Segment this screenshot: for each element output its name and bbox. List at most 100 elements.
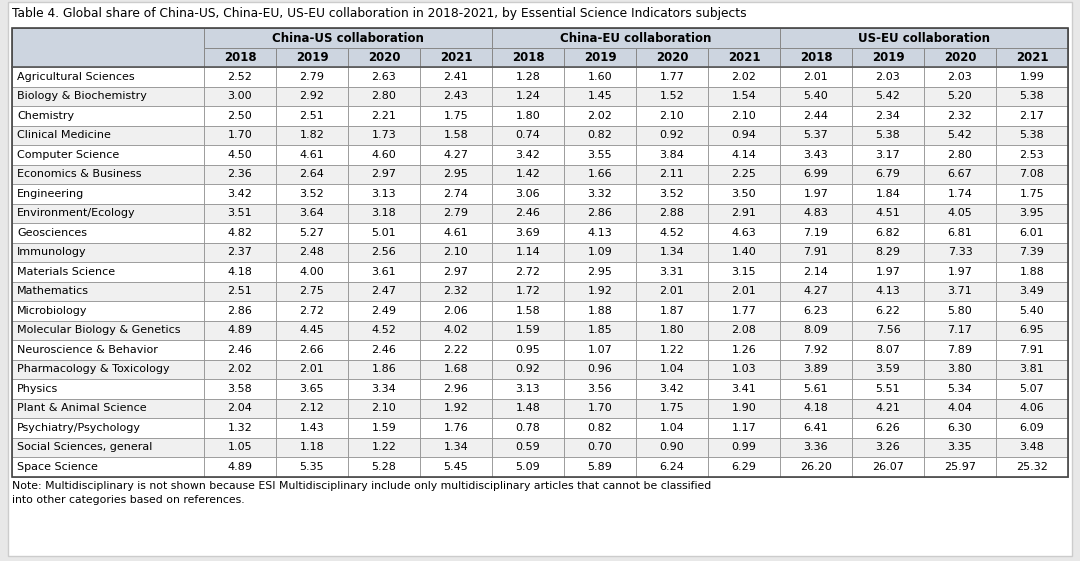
Bar — [204, 223, 276, 242]
Text: 3.42: 3.42 — [515, 150, 540, 160]
Text: 1.86: 1.86 — [372, 364, 396, 374]
Bar — [852, 242, 924, 262]
Text: 2.79: 2.79 — [299, 72, 324, 82]
Text: Mathematics: Mathematics — [17, 286, 89, 296]
Text: 1.45: 1.45 — [588, 91, 612, 101]
Text: Agricultural Sciences: Agricultural Sciences — [17, 72, 135, 82]
Bar — [12, 320, 204, 340]
Text: 2.95: 2.95 — [444, 169, 469, 180]
Bar — [564, 184, 636, 204]
Text: 1.17: 1.17 — [731, 423, 756, 433]
Text: 1.14: 1.14 — [515, 247, 540, 257]
Text: 1.77: 1.77 — [731, 306, 756, 316]
Text: 2.01: 2.01 — [731, 286, 756, 296]
Text: 2.75: 2.75 — [299, 286, 324, 296]
Text: 5.89: 5.89 — [588, 462, 612, 472]
Bar — [924, 242, 996, 262]
Text: 2.86: 2.86 — [588, 208, 612, 218]
Text: 6.09: 6.09 — [1020, 423, 1044, 433]
Bar — [564, 379, 636, 398]
Bar — [780, 242, 852, 262]
Text: 2.91: 2.91 — [731, 208, 756, 218]
Text: 3.48: 3.48 — [1020, 442, 1044, 452]
Text: 2018: 2018 — [224, 51, 256, 64]
Bar — [420, 457, 492, 476]
Bar — [348, 320, 420, 340]
Bar — [780, 418, 852, 438]
Bar — [924, 86, 996, 106]
Text: 4.27: 4.27 — [804, 286, 828, 296]
Text: 7.89: 7.89 — [947, 345, 972, 355]
Bar — [780, 223, 852, 242]
Bar — [636, 340, 708, 360]
Bar — [636, 379, 708, 398]
Bar — [924, 204, 996, 223]
Text: 1.07: 1.07 — [588, 345, 612, 355]
Text: 1.75: 1.75 — [444, 111, 469, 121]
Bar — [852, 438, 924, 457]
Text: China-EU collaboration: China-EU collaboration — [561, 31, 712, 44]
Bar — [492, 48, 564, 67]
Text: 3.84: 3.84 — [660, 150, 685, 160]
Bar — [780, 126, 852, 145]
Text: 2.49: 2.49 — [372, 306, 396, 316]
Bar — [780, 340, 852, 360]
Bar — [420, 360, 492, 379]
Text: 1.75: 1.75 — [660, 403, 685, 413]
Bar — [276, 106, 348, 126]
Bar — [852, 145, 924, 164]
Bar — [708, 48, 780, 67]
Text: 8.09: 8.09 — [804, 325, 828, 335]
Bar — [204, 67, 276, 86]
Text: 6.23: 6.23 — [804, 306, 828, 316]
Text: 7.91: 7.91 — [804, 247, 828, 257]
Text: 2.10: 2.10 — [660, 111, 685, 121]
Text: 2.08: 2.08 — [731, 325, 756, 335]
Bar — [636, 145, 708, 164]
Bar — [996, 48, 1068, 67]
Text: 2.53: 2.53 — [1020, 150, 1044, 160]
Bar — [636, 262, 708, 282]
Text: 2.03: 2.03 — [876, 72, 901, 82]
Bar — [636, 164, 708, 184]
Text: 2.74: 2.74 — [444, 188, 469, 199]
Text: 1.43: 1.43 — [299, 423, 324, 433]
Bar — [420, 67, 492, 86]
Bar — [276, 204, 348, 223]
Text: Immunology: Immunology — [17, 247, 86, 257]
Text: 6.99: 6.99 — [804, 169, 828, 180]
Text: 2019: 2019 — [872, 51, 904, 64]
Text: 2.41: 2.41 — [444, 72, 469, 82]
Bar — [564, 204, 636, 223]
Text: 4.06: 4.06 — [1020, 403, 1044, 413]
Bar — [204, 398, 276, 418]
Text: US-EU collaboration: US-EU collaboration — [858, 31, 990, 44]
Bar — [492, 379, 564, 398]
Bar — [492, 262, 564, 282]
Bar — [852, 184, 924, 204]
Bar — [996, 106, 1068, 126]
Text: 0.82: 0.82 — [588, 423, 612, 433]
Bar — [492, 184, 564, 204]
Text: 2.01: 2.01 — [299, 364, 324, 374]
Bar — [780, 106, 852, 126]
Text: 0.78: 0.78 — [515, 423, 540, 433]
Text: 2.56: 2.56 — [372, 247, 396, 257]
Text: 2.51: 2.51 — [228, 286, 253, 296]
Bar — [492, 204, 564, 223]
Text: 3.50: 3.50 — [731, 188, 756, 199]
Bar — [852, 48, 924, 67]
Bar — [636, 67, 708, 86]
Text: 5.27: 5.27 — [299, 228, 324, 238]
Text: 4.02: 4.02 — [444, 325, 469, 335]
Bar — [636, 398, 708, 418]
Bar — [636, 360, 708, 379]
Bar — [420, 262, 492, 282]
Bar — [564, 106, 636, 126]
Bar — [276, 320, 348, 340]
Text: 4.45: 4.45 — [299, 325, 324, 335]
Text: 2.11: 2.11 — [660, 169, 685, 180]
Text: 3.13: 3.13 — [372, 188, 396, 199]
Bar — [12, 28, 1068, 476]
Bar — [636, 106, 708, 126]
